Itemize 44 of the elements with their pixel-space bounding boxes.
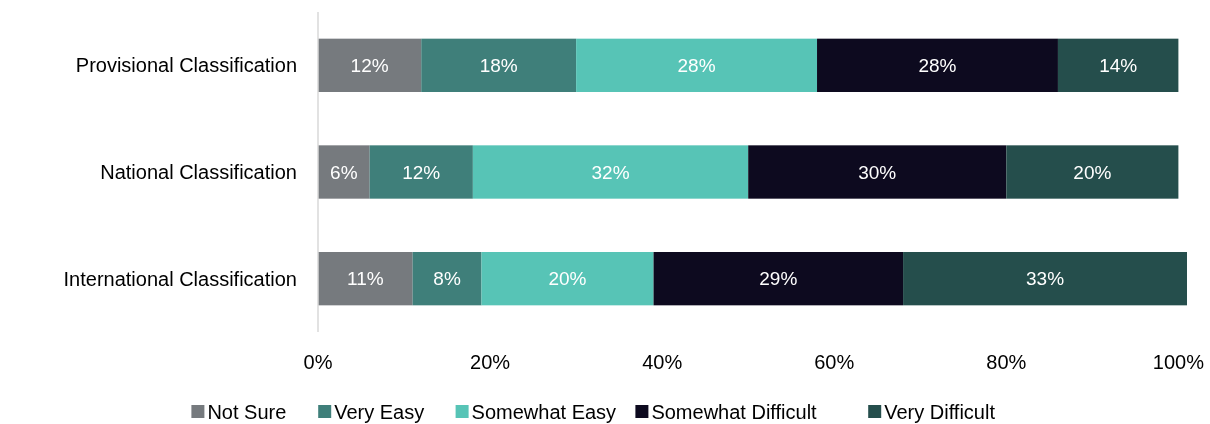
bar [472, 145, 749, 199]
bar [421, 38, 577, 92]
bar [412, 252, 482, 306]
x-tick-label: 0% [303, 351, 333, 373]
data-label: 12% [402, 161, 441, 183]
data-label: 28% [918, 54, 957, 76]
bar [903, 252, 1187, 306]
legend-label: Not Sure [207, 401, 287, 423]
y-tick-label: International Classification [63, 267, 297, 290]
data-label: 8% [433, 268, 461, 290]
x-tick-label: 20% [470, 351, 511, 373]
y-tick-label: Provisional Classification [75, 54, 297, 77]
bar [817, 38, 1058, 92]
data-label: 6% [330, 161, 358, 183]
bar [576, 38, 818, 92]
bar [318, 252, 413, 306]
data-label: 18% [479, 54, 518, 76]
x-tick-label: 100% [1152, 351, 1205, 373]
data-label: 32% [591, 161, 630, 183]
legend-label: Very Difficult [884, 401, 996, 423]
y-tick-label: National Classification [100, 161, 297, 183]
bar [369, 145, 473, 199]
data-label: 30% [858, 161, 897, 183]
bar [481, 252, 654, 306]
legend-label: Very Easy [334, 401, 425, 423]
data-label: 20% [1073, 161, 1112, 183]
x-tick-label: 80% [986, 351, 1027, 373]
bar [1006, 145, 1179, 199]
data-label: 29% [759, 268, 798, 290]
x-tick-label: 60% [814, 351, 855, 373]
bar [318, 38, 422, 92]
bar [653, 252, 904, 306]
data-label: 14% [1099, 54, 1138, 76]
bar [748, 145, 1007, 199]
x-tick-label: 40% [642, 351, 683, 373]
data-label: 28% [677, 54, 716, 76]
bar [318, 145, 370, 199]
legend-label: Somewhat Easy [471, 401, 617, 423]
data-label: 12% [350, 54, 389, 76]
data-label: 20% [548, 268, 587, 290]
data-label: 11% [347, 268, 384, 290]
bar [1057, 38, 1179, 92]
legend-label: Somewhat Difficult [651, 401, 818, 423]
data-label: 33% [1026, 268, 1065, 290]
